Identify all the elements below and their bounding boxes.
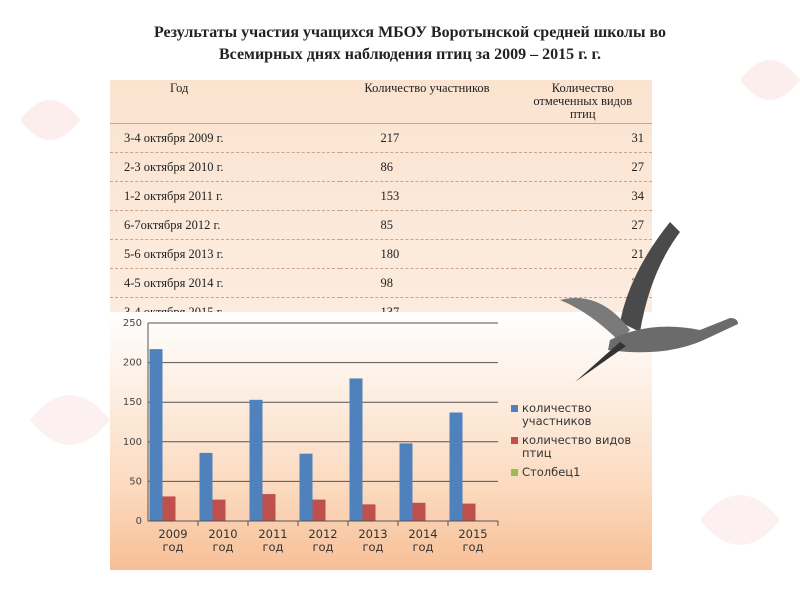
table-cell: 5-6 октября 2013 г. xyxy=(110,239,341,269)
table-cell: 217 xyxy=(340,123,514,153)
header-row: Год Количество участников Количество отмеч… xyxy=(110,80,652,124)
table-cell: 98 xyxy=(340,268,514,298)
bar xyxy=(262,494,276,521)
bar xyxy=(312,499,326,521)
table-cell: 31 xyxy=(513,123,652,153)
x-tick-label: 2010 год xyxy=(208,527,238,554)
table-row: 5-6 октября 2013 г. 180 21 xyxy=(110,239,652,269)
x-tick-label: 2011 год xyxy=(258,527,288,554)
y-tick-label: 150 xyxy=(123,397,142,408)
legend-label: количество участников xyxy=(522,401,592,428)
legend-label: количество видов птиц xyxy=(522,433,632,460)
table-row: 6-7октября 2012 г. 85 27 xyxy=(110,210,652,240)
bar xyxy=(162,496,176,521)
table-cell: 86 xyxy=(340,152,514,182)
x-tick-label: 2013 год xyxy=(358,527,388,554)
header-cell: Количество отмеченных видов птиц xyxy=(513,80,652,124)
table-cell: 180 xyxy=(340,239,514,269)
bar xyxy=(362,504,376,521)
table-cell: 85 xyxy=(340,210,514,240)
crane-bird xyxy=(560,222,738,382)
bar xyxy=(449,412,463,521)
table-cell: 27 xyxy=(513,210,652,240)
x-tick-label: 2012 год xyxy=(308,527,338,554)
bar xyxy=(349,378,363,521)
header-cell: Год xyxy=(110,80,341,124)
table-cell: 6-7октября 2012 г. xyxy=(110,210,341,240)
legend-swatch xyxy=(511,469,518,476)
legend-swatch xyxy=(511,405,518,412)
slide-title: Результаты участия учащихся МБОУ Воротын… xyxy=(153,24,667,63)
bar xyxy=(412,502,426,521)
legend-entry: Столбец1 xyxy=(511,465,652,479)
x-tick-label: 2009 год xyxy=(158,527,188,554)
legend-swatch xyxy=(511,437,518,444)
bar xyxy=(149,349,163,521)
header-cell: Количество участников xyxy=(340,80,514,124)
x-tick-label: 2015 год xyxy=(458,527,488,554)
y-tick-label: 100 xyxy=(123,437,142,448)
table-cell: 2-3 октября 2010 г. xyxy=(110,152,341,182)
bar xyxy=(399,443,413,521)
table-row: 1-2 октября 2011 г. 153 34 xyxy=(110,181,652,211)
bar xyxy=(462,503,476,521)
y-tick-label: 250 xyxy=(123,318,142,329)
y-tick-label: 50 xyxy=(129,476,142,487)
table-cell: 3-4 октября 2009 г. xyxy=(110,123,341,153)
bar xyxy=(249,399,263,521)
table-cell: 1-2 октября 2011 г. xyxy=(110,181,341,211)
table-cell: 27 xyxy=(513,152,652,182)
legend-entry: количество участников xyxy=(511,401,652,428)
bar xyxy=(299,453,313,521)
y-tick-label: 0 xyxy=(136,516,142,527)
table-row: 3-4 октября 2009 г. 217 31 xyxy=(110,123,652,153)
table-cell: 153 xyxy=(340,181,514,211)
table-row: 4-5 октября 2014 г.9823 xyxy=(110,268,652,298)
chart: 0 50 100 150 200 250 2009 год 2010 год 2011 год… xyxy=(110,312,652,570)
bar xyxy=(199,452,213,521)
table-cell: 4-5 октября 2014 г. xyxy=(110,268,341,298)
legend-entry: количество видов птиц xyxy=(511,433,652,460)
x-tick-label: 2014 год xyxy=(408,527,438,554)
table-cell: 21 xyxy=(513,239,652,269)
table-cell: 34 xyxy=(513,181,652,211)
chart-plot: 0 50 100 150 200 250 xyxy=(123,318,499,527)
y-tick-label: 200 xyxy=(123,358,142,369)
bar xyxy=(212,499,226,521)
table-row: 2-3 октября 2010 г. 86 27 xyxy=(110,152,652,182)
legend-label: Столбец1 xyxy=(522,465,581,479)
